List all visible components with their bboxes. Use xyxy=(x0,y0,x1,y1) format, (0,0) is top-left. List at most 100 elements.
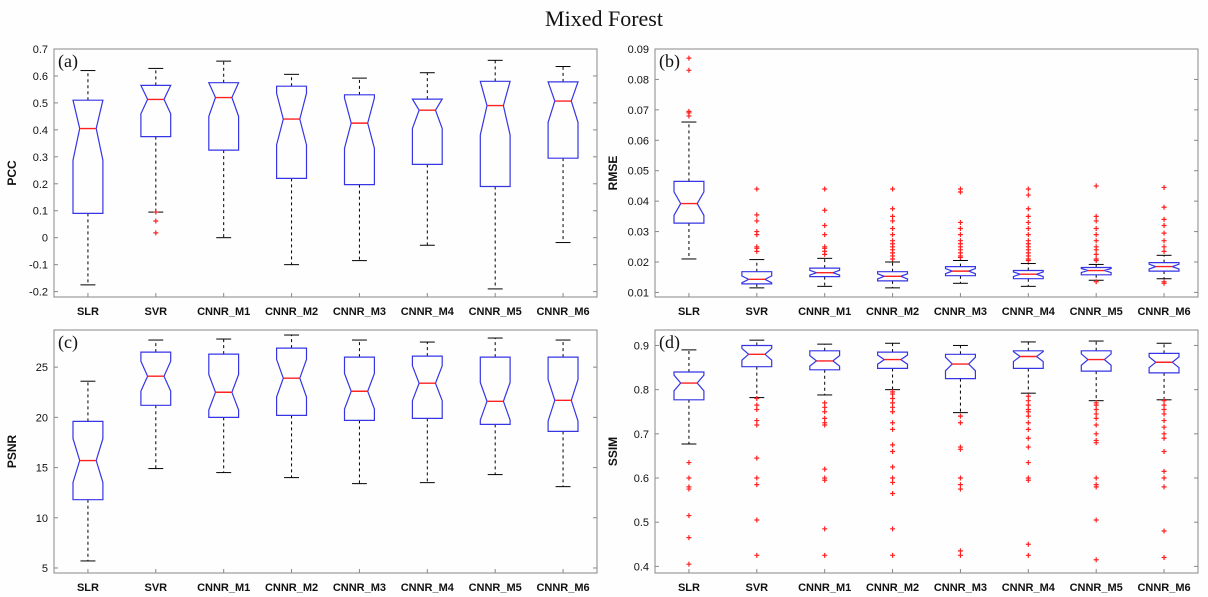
outlier-point xyxy=(957,552,963,558)
x-tick-label: CNNR_M5 xyxy=(1070,582,1123,594)
outlier-point xyxy=(890,213,896,219)
outlier-point xyxy=(822,466,828,472)
box-cnnr-m5 xyxy=(479,59,511,290)
outlier-point xyxy=(1093,213,1099,219)
box-cnnr-m3 xyxy=(343,339,375,485)
y-tick-label: 0.4 xyxy=(33,125,48,137)
outlier-point xyxy=(1093,437,1099,443)
chart-panel-d: 0.4 0.5 0.6 0.7 0.8 0.9 SSIM (d) SLR SVR CNNR_M1 CN… xyxy=(606,329,1199,594)
outlier-point xyxy=(957,413,963,419)
outlier-point xyxy=(890,526,896,532)
x-tick-label: SLR xyxy=(678,582,700,594)
x-tick-label: CNNR_M3 xyxy=(934,306,987,318)
outlier-point xyxy=(153,209,159,215)
outlier-point xyxy=(686,67,692,73)
box-cnnr-m4 xyxy=(1012,186,1044,287)
y-tick-label: 0.4 xyxy=(634,561,649,573)
box-body xyxy=(479,80,511,188)
x-tick-label: SLR xyxy=(678,306,700,318)
outlier-point xyxy=(754,475,760,481)
chart-panel-b: 0.01 0.02 0.03 0.04 0.05 0.06 0.07 0.08 0.09 RMSE… xyxy=(606,44,1199,318)
box-cnnr-m5 xyxy=(1080,340,1112,563)
outlier-point xyxy=(1093,400,1099,406)
box-svr xyxy=(139,67,172,236)
outlier-point xyxy=(1025,206,1031,212)
box-body xyxy=(1080,350,1112,372)
x-tick-label: CNNR_M6 xyxy=(536,306,589,318)
box-body xyxy=(207,82,240,151)
y-tick-label: 0.03 xyxy=(628,227,649,239)
panel-label: (a) xyxy=(58,51,78,72)
outlier-point xyxy=(1093,431,1099,437)
box-body xyxy=(139,84,172,138)
outlier-point xyxy=(957,486,963,492)
outlier-point xyxy=(1161,204,1167,210)
box-body xyxy=(140,351,172,406)
outlier-point xyxy=(1025,426,1031,432)
outlier-point xyxy=(1161,230,1167,236)
outlier-point xyxy=(1161,435,1167,441)
x-tick-label: SVR xyxy=(746,306,769,318)
outlier-point xyxy=(754,212,760,218)
outlier-point xyxy=(890,449,896,454)
outlier-point xyxy=(1161,402,1167,408)
outlier-point xyxy=(1025,238,1031,244)
y-tick-label: 0.02 xyxy=(628,257,649,269)
outlier-point xyxy=(686,460,692,466)
outlier-point xyxy=(822,400,828,406)
x-tick-label: CNNR_M5 xyxy=(469,582,522,594)
outlier-point xyxy=(957,238,963,244)
box-body xyxy=(1148,352,1180,374)
box-cnnr-m3 xyxy=(343,77,375,262)
outlier-point xyxy=(890,389,896,395)
outlier-point xyxy=(1093,279,1099,285)
box-cnnr-m4 xyxy=(1012,341,1044,558)
box-cnnr-m5 xyxy=(479,337,511,476)
x-tick-label: CNNR_M5 xyxy=(1070,306,1123,318)
outlier-point xyxy=(686,475,692,481)
outlier-point xyxy=(890,490,896,496)
box-cnnr-m2 xyxy=(276,334,308,479)
box-cnnr-m5 xyxy=(1080,183,1112,285)
box-cnnr-m2 xyxy=(876,186,909,289)
box-body xyxy=(72,420,104,501)
x-tick-label: CNNR_M2 xyxy=(265,582,318,594)
outlier-point xyxy=(890,552,896,558)
outlier-point xyxy=(822,222,828,228)
outlier-point xyxy=(1161,222,1167,228)
y-tick-label: 0.05 xyxy=(628,166,649,178)
outlier-point xyxy=(890,426,896,432)
outlier-point xyxy=(754,455,760,461)
box-svr xyxy=(140,339,172,470)
box-body xyxy=(479,356,511,425)
box-cnnr-m1 xyxy=(809,186,841,287)
x-tick-label: CNNR_M4 xyxy=(401,582,455,594)
box-body xyxy=(1012,350,1044,369)
outlier-point xyxy=(1025,420,1031,426)
box-cnnr-m6 xyxy=(1148,184,1180,286)
outlier-point xyxy=(1161,484,1167,490)
outlier-point xyxy=(1025,213,1031,219)
outlier-point xyxy=(754,407,760,413)
box-body xyxy=(343,356,375,421)
outlier-point xyxy=(822,552,828,558)
outlier-point xyxy=(754,244,760,250)
outlier-point xyxy=(686,484,692,490)
outlier-point xyxy=(1093,226,1099,232)
box-body xyxy=(343,94,375,186)
box-slr xyxy=(72,380,104,562)
outlier-point xyxy=(822,207,828,213)
panel-label: (b) xyxy=(659,51,680,72)
outlier-point xyxy=(957,186,963,192)
outlier-point xyxy=(1161,475,1167,481)
box-body xyxy=(276,85,308,179)
outlier-point xyxy=(822,526,828,532)
box-svr xyxy=(741,186,773,289)
box-cnnr-m6 xyxy=(547,66,579,244)
box-cnnr-m4 xyxy=(411,72,444,246)
outlier-point xyxy=(822,186,828,192)
x-tick-label: CNNR_M1 xyxy=(197,582,250,594)
outlier-point xyxy=(1025,407,1031,413)
x-tick-label: CNNR_M3 xyxy=(934,582,987,594)
box-cnnr-m3 xyxy=(944,344,977,558)
